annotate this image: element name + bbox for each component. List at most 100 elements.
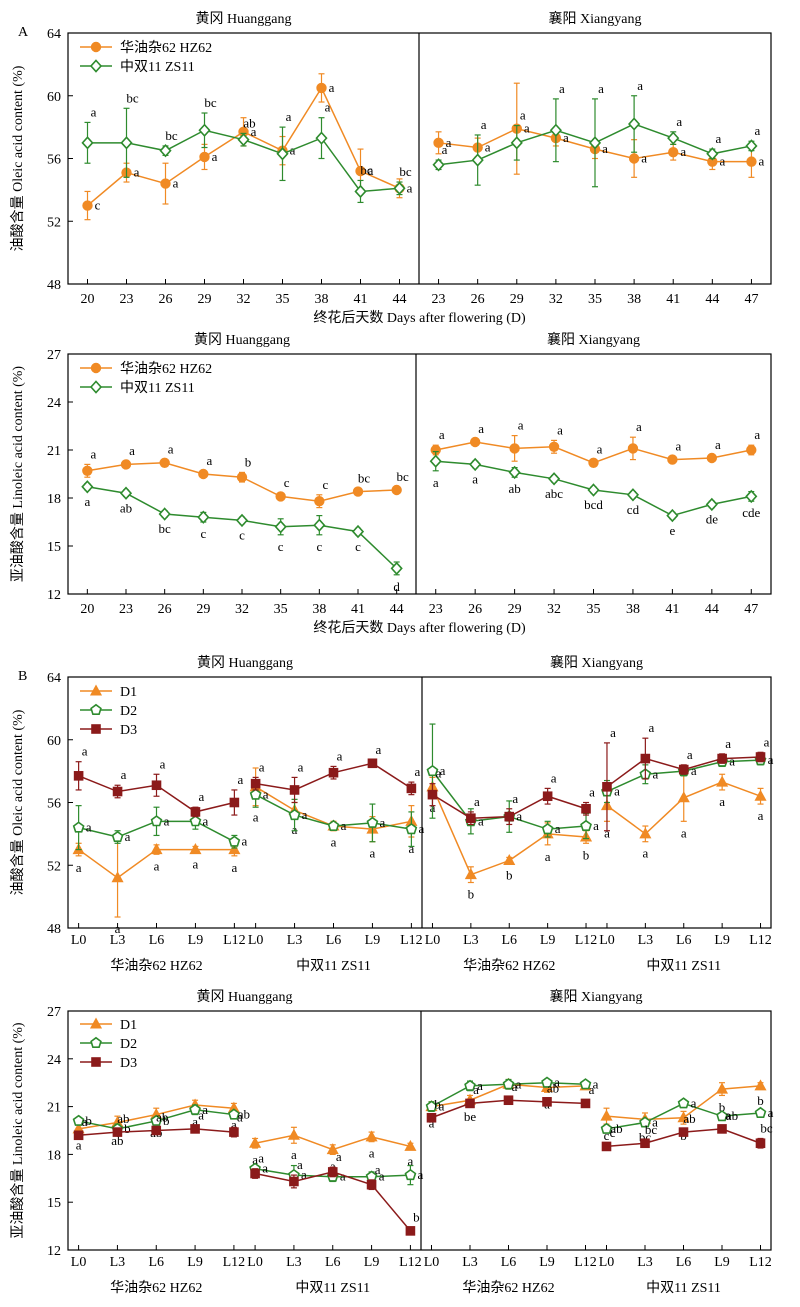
significance-label: a	[164, 813, 170, 828]
x-tick-label: 35	[588, 292, 602, 307]
significance-label: a	[524, 121, 530, 136]
location-title: 襄阳 Xiangyang	[550, 989, 643, 1005]
data-point	[190, 807, 201, 817]
data-point	[640, 753, 651, 764]
data-point	[509, 443, 520, 454]
significance-label: a	[610, 725, 616, 740]
x-tick-label: 23	[120, 292, 134, 307]
data-point	[198, 123, 211, 137]
y-tick-label: 48	[47, 922, 61, 937]
significance-label: a	[545, 849, 551, 864]
data-point	[542, 791, 553, 802]
data-point	[159, 143, 172, 158]
y-tick-label: 18	[47, 1148, 61, 1163]
significance-label: a	[297, 1157, 303, 1172]
data-point	[429, 454, 442, 468]
x-tick-label: L12	[749, 1255, 772, 1270]
significance-label: c	[278, 539, 284, 554]
significance-label: a	[764, 734, 770, 749]
significance-label: ab	[120, 500, 132, 515]
data-point	[432, 158, 445, 172]
significance-label: c	[95, 198, 101, 213]
x-tick-label: L9	[187, 1255, 203, 1270]
x-tick-label: L6	[148, 1255, 164, 1270]
significance-label: a	[125, 829, 131, 844]
significance-label: a	[206, 453, 212, 468]
y-tick-label: 21	[47, 1101, 61, 1116]
data-point	[197, 510, 210, 524]
significance-label: a	[481, 117, 487, 132]
x-tick-label: L3	[638, 933, 654, 948]
x-tick-label: L0	[71, 933, 87, 948]
data-point	[316, 82, 327, 94]
significance-label: a	[407, 180, 413, 195]
significance-label: bc	[399, 164, 412, 179]
data-point	[274, 520, 287, 534]
x-tick-label: L9	[365, 933, 381, 948]
x-tick-label: 38	[312, 602, 326, 617]
data-point	[405, 1226, 416, 1236]
significance-label: a	[329, 80, 335, 95]
legend-label: D3	[120, 1056, 137, 1071]
data-point	[151, 1125, 162, 1136]
y-tick-label: 52	[47, 215, 61, 230]
significance-label: a	[418, 1167, 424, 1182]
x-tick-label: 44	[705, 292, 719, 307]
significance-label: a	[375, 1162, 381, 1177]
significance-label: a	[559, 81, 565, 96]
significance-label: a	[520, 108, 526, 123]
significance-label: a	[614, 784, 620, 799]
x-axis-label: 终花后天数 Days after flowering (D)	[313, 620, 526, 636]
x-tick-label: L6	[676, 933, 692, 948]
data-point	[189, 815, 202, 827]
significance-label: a	[641, 151, 647, 166]
data-point	[120, 136, 133, 150]
data-point	[745, 489, 758, 504]
significance-label: ab	[243, 115, 255, 130]
data-point	[717, 753, 727, 764]
significance-label: a	[84, 494, 90, 509]
x-tick-label: 35	[276, 292, 290, 307]
x-tick-label: 23	[432, 292, 446, 307]
significance-label: d	[393, 579, 400, 594]
data-point	[464, 868, 477, 880]
data-point	[404, 1139, 417, 1151]
data-point	[237, 132, 250, 147]
significance-label: a	[637, 78, 643, 93]
significance-label: a	[691, 1095, 697, 1110]
significance-label: a	[758, 808, 764, 823]
significance-label: bc	[760, 1120, 773, 1135]
significance-label: ab	[117, 1111, 129, 1126]
y-tick-label: 52	[47, 859, 61, 874]
x-tick-label: 29	[196, 602, 210, 617]
significance-label: bc	[397, 469, 410, 484]
data-point	[667, 131, 680, 145]
data-point	[667, 454, 678, 465]
significance-label: a	[652, 766, 658, 781]
significance-label: b	[413, 1210, 420, 1225]
significance-label: a	[286, 109, 292, 124]
data-point	[236, 472, 248, 483]
data-point	[314, 496, 325, 507]
y-tick-label: 56	[47, 153, 61, 168]
legend-marker	[90, 362, 102, 374]
significance-label: a	[642, 846, 648, 861]
x-tick-label: 26	[158, 602, 172, 617]
significance-label: b	[719, 1099, 726, 1114]
significance-label: c	[239, 528, 245, 543]
significance-label: abc	[545, 486, 563, 501]
x-tick-label: 26	[471, 292, 485, 307]
significance-label: a	[340, 1169, 346, 1184]
significance-label: a	[589, 785, 595, 800]
data-point	[250, 778, 261, 789]
data-point	[81, 480, 94, 494]
data-point	[677, 791, 690, 803]
significance-label: a	[301, 1167, 307, 1182]
significance-label: a	[754, 427, 760, 442]
data-point	[426, 1112, 437, 1123]
x-tick-label: L9	[539, 1255, 555, 1270]
x-tick-label: 32	[235, 602, 249, 617]
data-point	[587, 483, 600, 497]
data-point	[229, 797, 240, 808]
data-point	[190, 1124, 200, 1134]
